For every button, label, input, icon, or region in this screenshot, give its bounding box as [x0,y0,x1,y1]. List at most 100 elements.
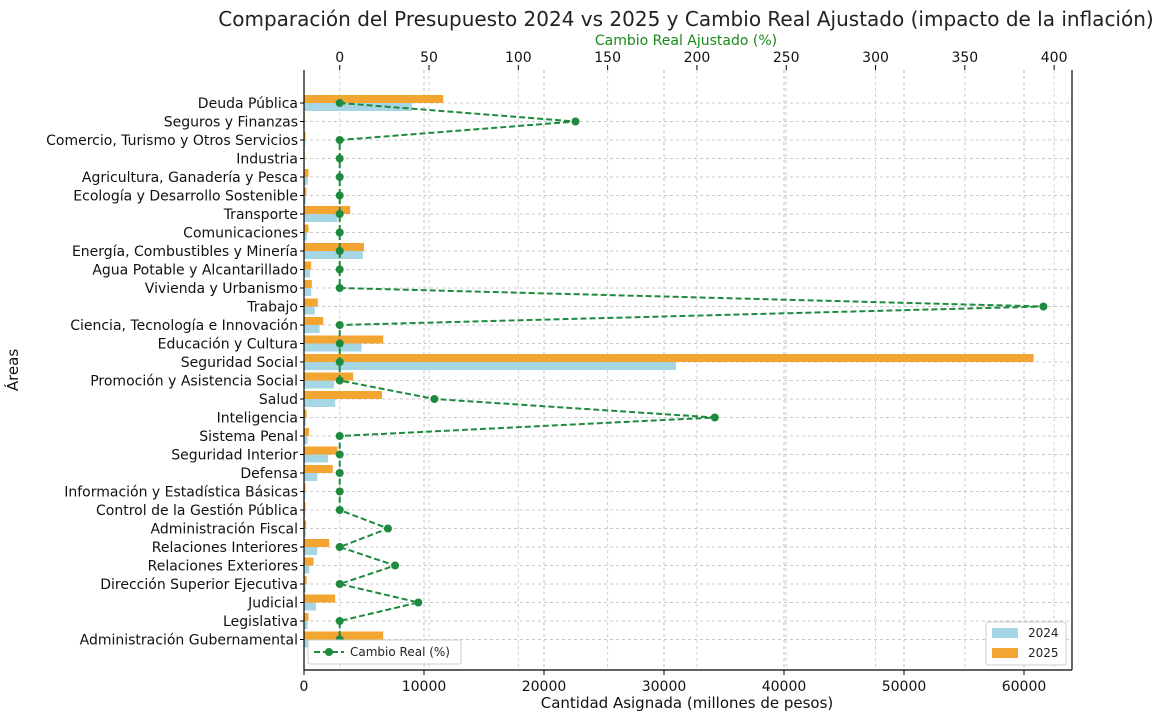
y-axis-label: Áreas [3,349,22,392]
secondary-axis-label: Cambio Real Ajustado (%) [595,33,777,49]
category-label: Relaciones Exteriores [148,559,298,575]
bar-2024 [304,177,308,185]
change-point [414,598,423,607]
change-point [335,339,344,348]
bar-2024 [304,473,318,481]
change-point [335,173,344,181]
category-label: Industria [236,152,298,168]
bar-2025 [304,354,1034,362]
change-point [1039,302,1048,311]
bar-2024 [304,251,363,259]
bar-2024 [304,565,310,574]
bar-2024 [304,288,312,296]
bar-2024 [304,399,336,407]
bar-2025 [304,95,444,103]
change-point [335,450,344,459]
category-label: Ciencia, Tecnología e Innovación [70,318,298,334]
bar-2025 [304,372,354,381]
category-label: Transporte [223,207,298,223]
change-point [335,136,344,144]
category-labels: Deuda Pública Seguros y Finanzas Comercio,… [46,96,304,649]
bar-2025 [304,261,312,270]
category-label: Educación y Cultura [158,337,298,353]
bar-2024 [304,325,320,333]
change-point [335,154,344,163]
x-tick-label: 0 [300,679,309,695]
bar-2025 [304,520,307,529]
legend-label-2025: 2025 [1028,646,1059,660]
bar-2024 [304,269,310,278]
bar-2024 [304,621,308,629]
x-tick-label: 50000 [882,679,927,695]
bar-2024 [304,103,412,111]
bar-2025 [304,243,364,251]
grid [303,70,1072,670]
bar-2024 [304,343,362,352]
bar-2025 [304,224,309,233]
bar-2025 [304,576,307,584]
bar-2024 [304,602,316,611]
bar-2024 [304,362,676,370]
change-point [335,358,344,366]
bar-2024 [304,232,307,241]
x-tick-label: 20000 [522,679,567,695]
change-point [383,524,392,533]
category-label: Sistema Penal [199,429,298,445]
change-point [335,265,344,274]
change-point [335,487,344,496]
change-point [335,469,344,477]
bar-2025 [304,446,338,455]
category-label: Agricultura, Ganadería y Pesca [82,170,298,186]
legend-swatch-2024 [992,628,1018,638]
change-point [335,210,344,218]
bars [304,95,1034,648]
category-label: Energía, Combustibles y Minería [72,244,298,260]
line-legend-frame [307,639,462,665]
bar-2025 [304,317,324,325]
bar-2025 [304,539,330,547]
change-point [335,376,344,385]
category-label: Deuda Pública [198,96,298,112]
category-label: Inteligencia [217,411,298,427]
bar-2025 [304,298,318,307]
x-axis-label: Cantidad Asignada (millones de pesos) [541,694,834,712]
change-point [430,395,439,403]
secondary-tick-label: 300 [862,50,889,66]
x-tick-label: 60000 [1002,679,1047,695]
bar-2024 [304,584,306,592]
bar-2024 [304,195,306,204]
bar-2025 [304,428,310,436]
bar-2025 [304,187,307,196]
category-label: Relaciones Interiores [152,540,298,556]
secondary-tick-label: 200 [684,50,711,66]
change-line [335,99,1048,644]
secondary-tick-label: 350 [951,50,978,66]
change-point [335,580,344,588]
category-label: Control de la Gestión Pública [96,503,298,519]
bar-2024 [304,306,315,315]
change-point [335,432,344,440]
change-point [335,321,344,329]
category-label: Seguros y Finanzas [164,115,298,131]
legend-swatch-2025 [992,648,1018,658]
category-label: Dirección Superior Ejecutiva [100,577,298,593]
line-legend-label: Cambio Real (%) [350,645,450,659]
bar-2025 [304,613,309,621]
chart-title: Comparación del Presupuesto 2024 vs 2025… [218,7,1153,31]
secondary-tick-label: 100 [505,50,532,66]
category-label: Legislativa [223,614,298,630]
bar-2025 [304,465,333,473]
bar-2025 [304,335,384,344]
category-label: Seguridad Interior [171,448,298,464]
line-legend: Cambio Real (%) [307,639,462,665]
bar-2025 [304,483,306,492]
change-line-path [336,102,1044,640]
bar-2024 [304,547,318,555]
bar-2025 [304,594,336,603]
category-label: Información y Estadística Básicas [64,485,298,501]
category-label: Ecología y Desarrollo Sostenible [73,189,298,205]
bar-2025 [304,409,307,418]
line-legend-marker [325,648,333,656]
category-label: Defensa [240,466,298,482]
